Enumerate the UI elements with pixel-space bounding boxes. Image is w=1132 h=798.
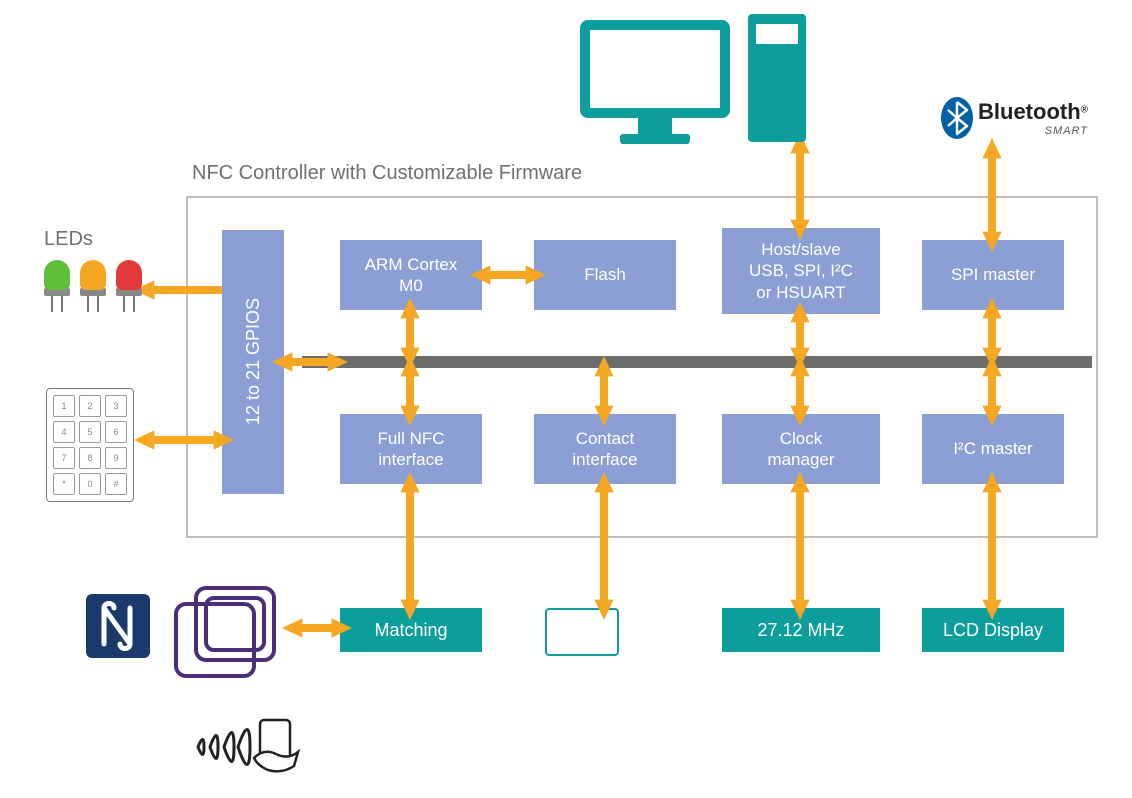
contactless-icon [190,712,310,787]
keypad-icon: 123456789*0# [46,388,134,502]
leds-label: LEDs [44,228,93,251]
antenna-icon [170,582,290,687]
pc-icon [580,14,820,159]
leds-icon [44,260,152,301]
bluetooth-icon: Bluetooth®SMART [940,96,1088,140]
nfc-logo-icon [86,594,150,663]
block-flash: Flash [534,240,676,310]
diagram-title: NFC Controller with Customizable Firmwar… [192,162,582,185]
